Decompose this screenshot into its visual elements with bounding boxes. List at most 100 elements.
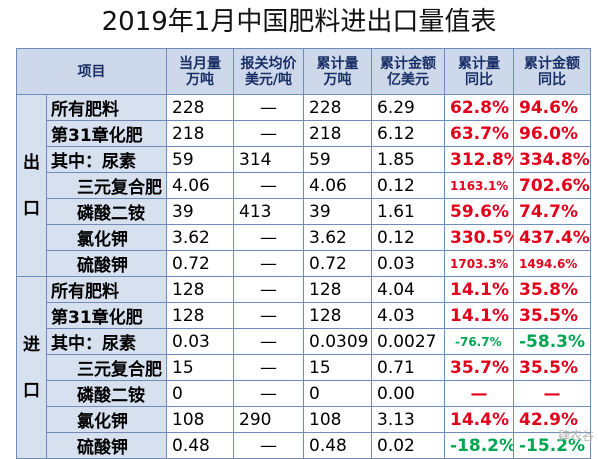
cum-value-cell: 0.03 — [371, 250, 445, 277]
value-yoy-cell: 702.6% — [513, 172, 591, 199]
qty-yoy-cell: -76.7% — [444, 328, 514, 355]
month-qty-cell: 4.06 — [166, 172, 234, 199]
avg-price-cell: 314 — [233, 146, 304, 173]
value-yoy-cell: 1494.6% — [513, 250, 591, 277]
month-qty-cell: 0.03 — [166, 328, 234, 355]
cum-qty-cell: 128 — [303, 302, 372, 329]
header-cum-value-yoy: 累计金额 同比 — [513, 48, 591, 95]
value-yoy-cell: 74.7% — [513, 198, 591, 225]
table-row: 进口 所有肥料 128 — 128 4.04 14.1% 35.8% — [16, 276, 591, 459]
avg-price-cell: — — [233, 354, 304, 381]
table-row: 氯化钾 3.62 — 3.62 0.12 330.5% 437.4% — [17, 224, 591, 251]
cum-value-cell: 4.04 — [371, 276, 445, 303]
cum-qty-cell: 15 — [303, 354, 372, 381]
row-name: 磷酸二铵 — [46, 198, 167, 225]
table-row: 第31章化肥 218 — 218 6.12 63.7% 96.0% — [17, 120, 591, 147]
cum-qty-cell: 3.62 — [303, 224, 372, 251]
cum-qty-cell: 0.72 — [303, 250, 372, 277]
cum-value-cell: 1.61 — [371, 198, 445, 225]
value-yoy-cell: 96.0% — [513, 120, 591, 147]
cum-qty-cell: 0 — [303, 380, 372, 407]
value-yoy-cell: -58.3% — [513, 328, 591, 355]
cum-value-cell: 0.12 — [371, 172, 445, 199]
cum-value-cell: 1.85 — [371, 146, 445, 173]
month-qty-cell: 3.62 — [166, 224, 234, 251]
value-yoy-cell: 42.9% — [513, 406, 591, 433]
header-month-qty: 当月量 万吨 — [166, 48, 234, 95]
table-header-row: 项目 当月量 万吨 报关均价 美元/吨 累计量 万吨 累计金额 亿美元 累计量 同比 累计… — [16, 48, 591, 95]
qty-yoy-cell: 35.7% — [444, 354, 514, 381]
value-yoy-cell: 35.8% — [513, 276, 591, 303]
cum-value-cell: 0.71 — [371, 354, 445, 381]
cum-value-cell: 0.12 — [371, 224, 445, 251]
qty-yoy-cell: 14.1% — [444, 302, 514, 329]
cum-value-cell: 3.13 — [371, 406, 445, 433]
month-qty-cell: 39 — [166, 198, 234, 225]
month-qty-cell: 15 — [166, 354, 234, 381]
month-qty-cell: 0 — [166, 380, 234, 407]
avg-price-cell: — — [233, 250, 304, 277]
value-yoy-cell: 35.5% — [513, 354, 591, 381]
row-name: 其中：尿素 — [46, 328, 167, 355]
section-label-import: 进口 — [16, 276, 47, 459]
cum-qty-cell: 39 — [303, 198, 372, 225]
month-qty-cell: 0.72 — [166, 250, 234, 277]
avg-price-cell: 290 — [233, 406, 304, 433]
table-row: 第31章化肥 128 — 128 4.03 14.1% 35.5% — [17, 302, 591, 329]
qty-yoy-cell: 1163.1% — [444, 172, 514, 199]
fertilizer-trade-table: 项目 当月量 万吨 报关均价 美元/吨 累计量 万吨 累计金额 亿美元 累计量 同比 累计… — [16, 48, 591, 459]
row-name: 其中：尿素 — [46, 146, 167, 173]
value-yoy-cell: 94.6% — [513, 94, 591, 121]
table-row: 磷酸二铵 39 413 39 1.61 59.6% 74.7% — [17, 198, 591, 225]
avg-price-cell: — — [233, 172, 304, 199]
avg-price-cell: — — [233, 328, 304, 355]
qty-yoy-cell: 312.8% — [444, 146, 514, 173]
table-row: 三元复合肥 15 — 15 0.71 35.7% 35.5% — [17, 354, 591, 381]
row-name: 第31章化肥 — [46, 120, 167, 147]
table-row: 三元复合肥 4.06 — 4.06 0.12 1163.1% 702.6% — [17, 172, 591, 199]
row-name: 硫酸钾 — [46, 250, 167, 277]
row-name: 所有肥料 — [46, 276, 167, 303]
table-row: 其中：尿素 0.03 — 0.0309 0.0027 -76.7% -58.3% — [17, 328, 591, 355]
row-name: 三元复合肥 — [46, 172, 167, 199]
avg-price-cell: — — [233, 224, 304, 251]
table-row: 磷酸二铵 0 — 0 0.00 — — — [17, 380, 591, 407]
table-row: 其中：尿素 59 314 59 1.85 312.8% 334.8% — [17, 146, 591, 173]
qty-yoy-cell: — — [444, 380, 514, 407]
avg-price-cell: — — [233, 276, 304, 303]
header-cum-value: 累计金额 亿美元 — [371, 48, 445, 95]
value-yoy-cell: 334.8% — [513, 146, 591, 173]
cum-value-cell: 6.12 — [371, 120, 445, 147]
qty-yoy-cell: 62.8% — [444, 94, 514, 121]
cum-value-cell: 4.03 — [371, 302, 445, 329]
row-name: 所有肥料 — [46, 94, 167, 121]
cum-qty-cell: 108 — [303, 406, 372, 433]
value-yoy-cell: 437.4% — [513, 224, 591, 251]
avg-price-cell: — — [233, 94, 304, 121]
row-name: 氯化钾 — [46, 406, 167, 433]
qty-yoy-cell: 1703.3% — [444, 250, 514, 277]
qty-yoy-cell: 330.5% — [444, 224, 514, 251]
row-name: 氯化钾 — [46, 224, 167, 251]
qty-yoy-cell: 14.4% — [444, 406, 514, 433]
avg-price-cell: 413 — [233, 198, 304, 225]
header-cum-qty: 累计量 万吨 — [303, 48, 372, 95]
month-qty-cell: 128 — [166, 302, 234, 329]
month-qty-cell: 218 — [166, 120, 234, 147]
cum-value-cell: 0.0027 — [371, 328, 445, 355]
avg-price-cell: — — [233, 302, 304, 329]
cum-value-cell: 0.00 — [371, 380, 445, 407]
table-row: 出口 所有肥料 228 — 228 6.29 62.8% 94.6% — [16, 94, 591, 277]
cum-qty-cell: 59 — [303, 146, 372, 173]
cum-value-cell: 6.29 — [371, 94, 445, 121]
cum-qty-cell: 4.06 — [303, 172, 372, 199]
page-title: 2019年1月中国肥料进出口量值表 — [101, 7, 497, 37]
row-name: 三元复合肥 — [46, 354, 167, 381]
header-item: 项目 — [16, 48, 167, 95]
cum-qty-cell: 218 — [303, 120, 372, 147]
cum-qty-cell: 0.0309 — [303, 328, 372, 355]
watermark: 肆农谷 — [557, 429, 594, 443]
qty-yoy-cell: 63.7% — [444, 120, 514, 147]
month-qty-cell: 228 — [166, 94, 234, 121]
table-row: 硫酸钾 0.72 — 0.72 0.03 1703.3% 1494.6% — [17, 250, 591, 277]
